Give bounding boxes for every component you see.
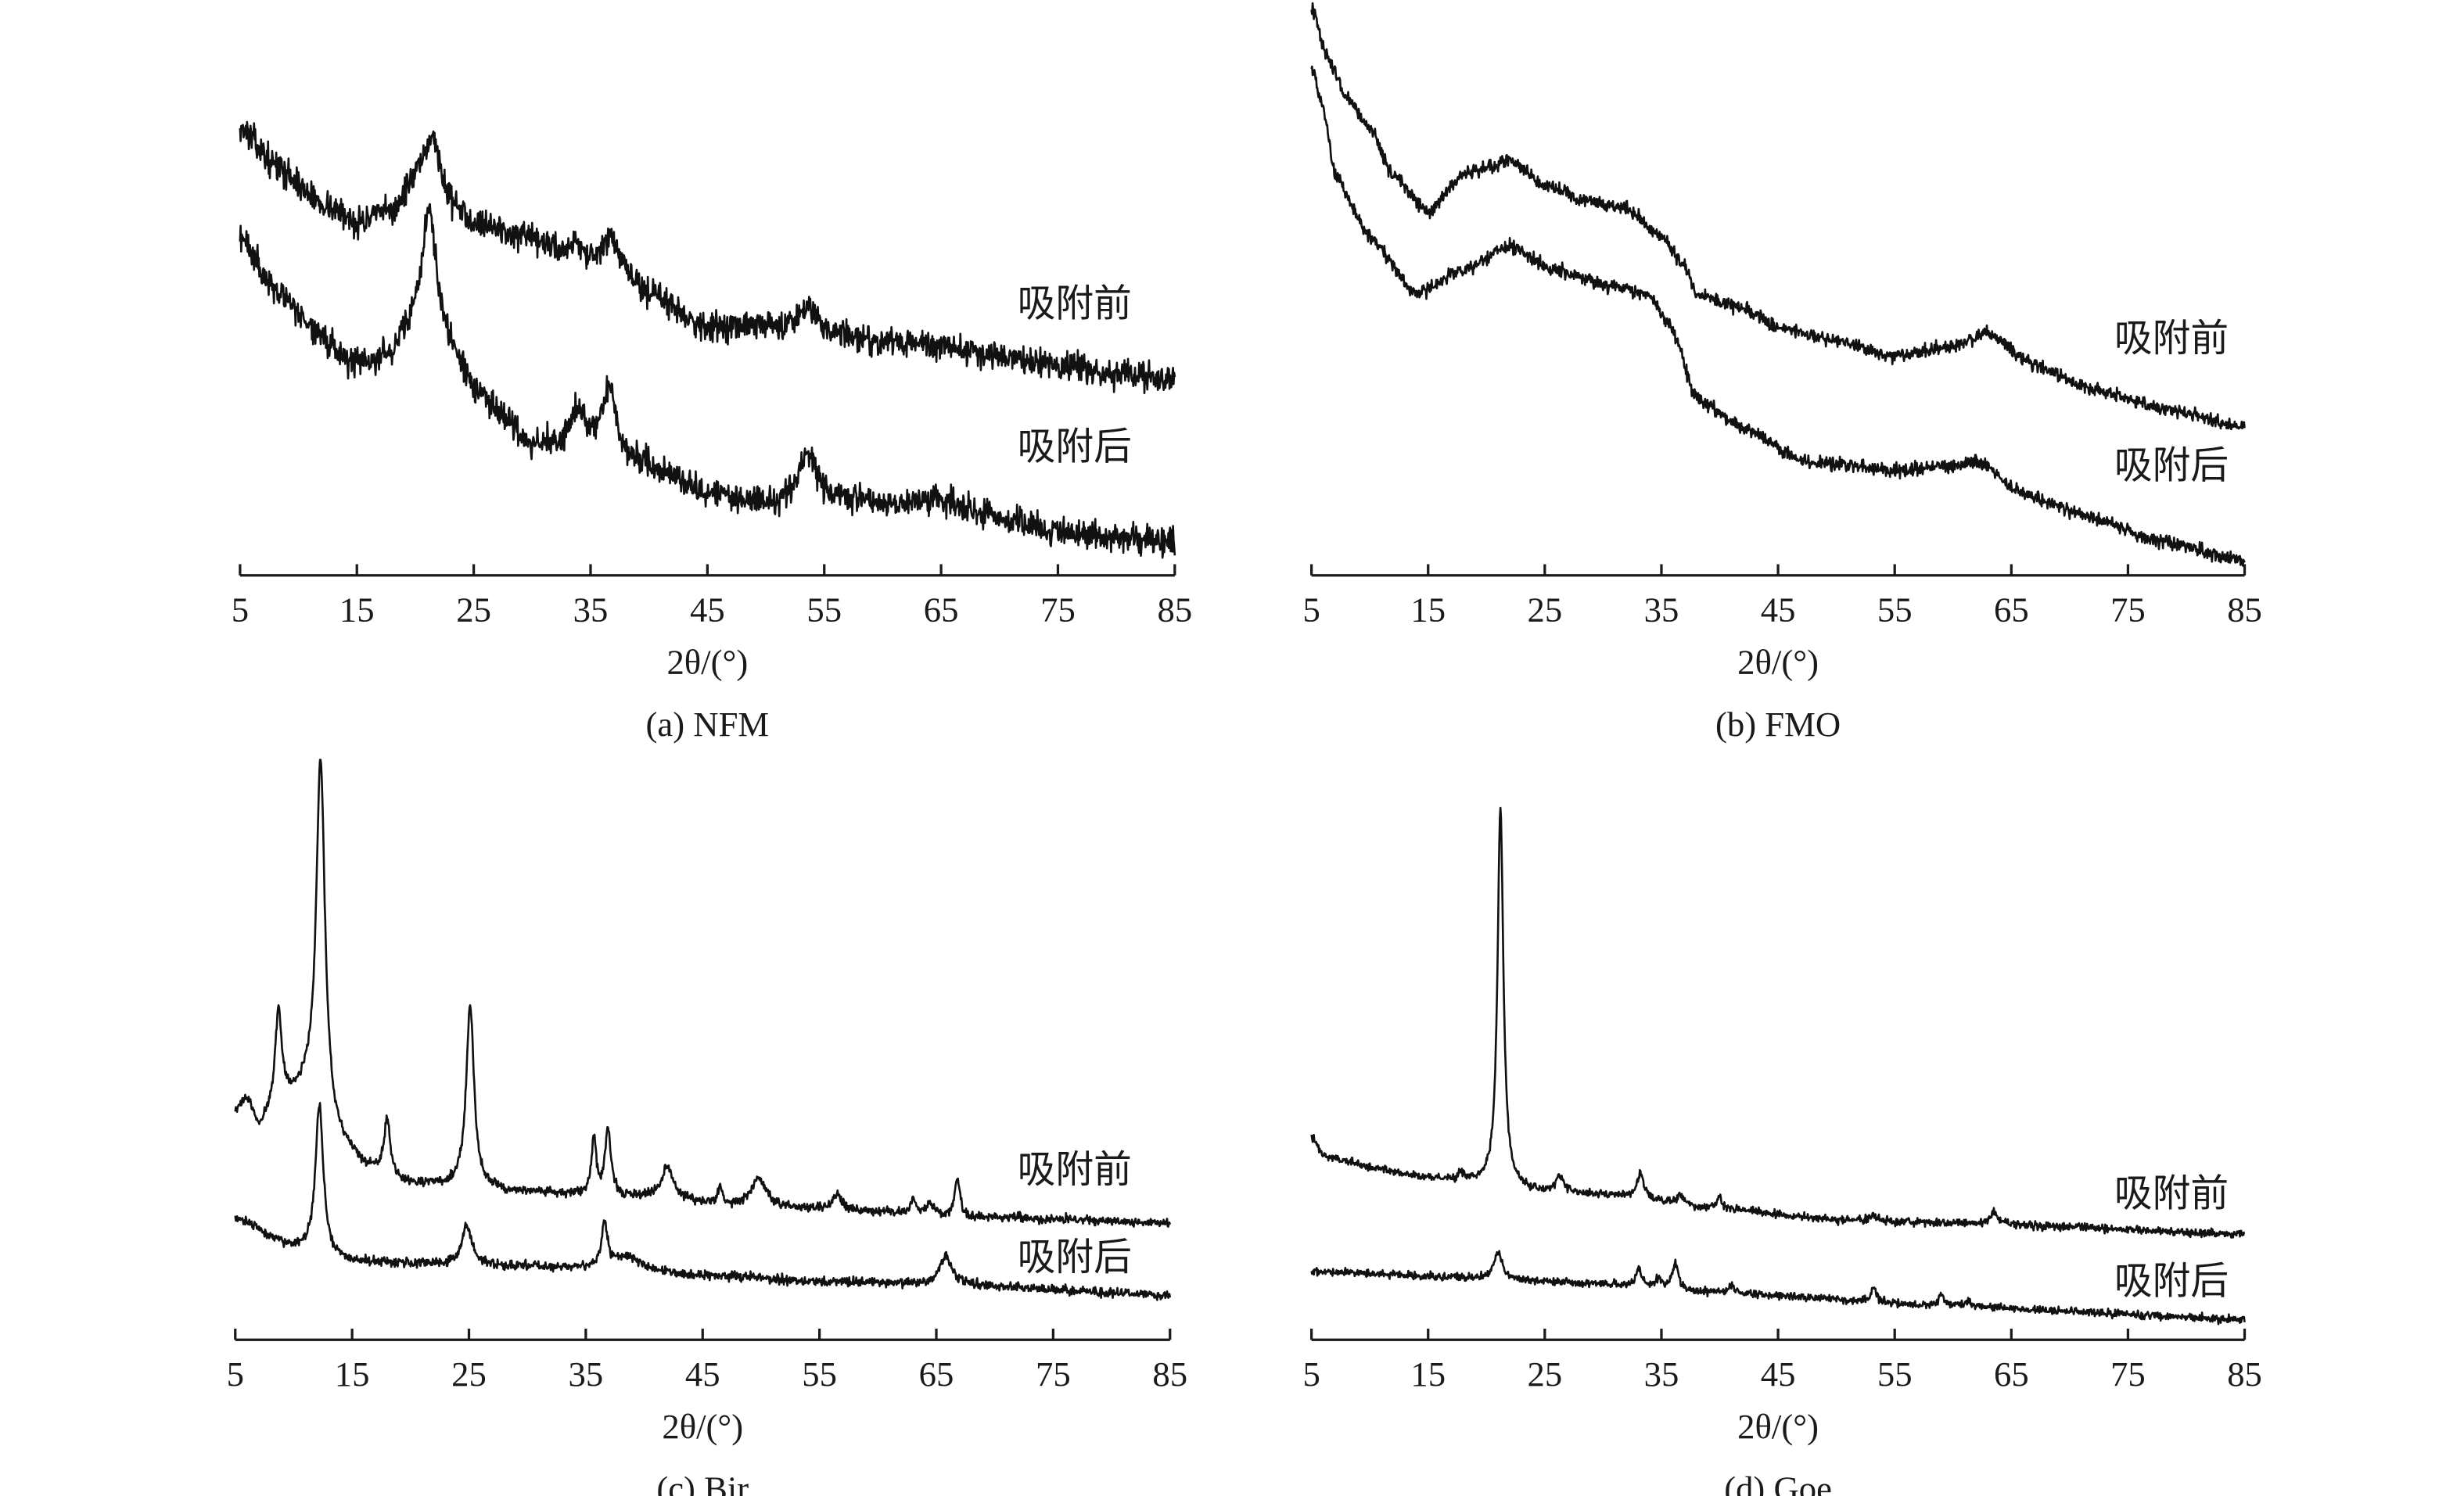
x-tick-label: 65: [924, 590, 959, 630]
panel-caption: (b) FMO: [1715, 705, 1841, 744]
x-tick-label: 15: [1410, 590, 1446, 630]
series-trace-before: [1310, 2, 2246, 431]
series-label-before: 吸附前: [1018, 1147, 1132, 1192]
x-tick-label: 65: [1994, 1354, 2029, 1394]
series-trace-before: [234, 759, 1172, 1228]
x-tick-label: 75: [2110, 590, 2146, 630]
series-trace-after: [1310, 1250, 2246, 1326]
x-axis-label: 2θ/(°): [1737, 643, 1819, 682]
series-label-after: 吸附后: [1018, 424, 1132, 468]
panel-caption: (d) Goe: [1724, 1469, 1832, 1496]
series-trace-before: [239, 120, 1176, 394]
x-tick-label: 65: [1994, 590, 2029, 630]
x-tick-label: 25: [456, 590, 491, 630]
x-tick-label: 85: [1152, 1354, 1187, 1394]
x-tick-label: 55: [1877, 1354, 1913, 1394]
series-label-before: 吸附前: [1018, 281, 1132, 325]
x-tick-label: 45: [685, 1354, 720, 1394]
x-tick-label: 5: [1302, 1354, 1320, 1394]
x-tick-label: 35: [1644, 590, 1679, 630]
series-label-after: 吸附后: [2114, 1258, 2229, 1303]
x-tick-label: 5: [1302, 590, 1320, 630]
series-trace-after: [234, 1102, 1172, 1301]
x-tick-label: 35: [569, 1354, 604, 1394]
x-tick-label: 55: [802, 1354, 837, 1394]
series-trace-after: [239, 203, 1176, 559]
x-tick-label: 25: [1528, 590, 1563, 630]
series-label-before: 吸附前: [2114, 1171, 2229, 1216]
x-tick-label: 85: [1157, 590, 1192, 630]
x-tick-label: 45: [690, 590, 725, 630]
x-tick-label: 45: [1761, 1354, 1796, 1394]
series-label-after: 吸附后: [1018, 1235, 1132, 1279]
x-tick-label: 35: [573, 590, 609, 630]
x-tick-label: 15: [1410, 1354, 1446, 1394]
x-tick-label: 75: [2110, 1354, 2146, 1394]
x-tick-label: 85: [2227, 1354, 2262, 1394]
x-tick-label: 55: [1877, 590, 1913, 630]
panel-caption: (c) Bir: [656, 1469, 749, 1496]
x-tick-label: 25: [451, 1354, 487, 1394]
x-tick-label: 35: [1644, 1354, 1679, 1394]
x-tick-label: 75: [1036, 1354, 1071, 1394]
x-tick-label: 25: [1528, 1354, 1563, 1394]
x-axis-label: 2θ/(°): [666, 643, 748, 682]
series-trace-before: [1310, 806, 2246, 1239]
x-tick-label: 85: [2227, 590, 2262, 630]
x-tick-label: 65: [919, 1354, 954, 1394]
panel-caption: (a) NFM: [646, 705, 770, 744]
x-tick-label: 15: [339, 590, 375, 630]
x-tick-label: 45: [1761, 590, 1796, 630]
series-trace-after: [1310, 65, 2246, 567]
x-tick-label: 5: [227, 1354, 244, 1394]
x-tick-label: 15: [335, 1354, 370, 1394]
x-axis-label: 2θ/(°): [1737, 1407, 1819, 1446]
x-axis-label: 2θ/(°): [662, 1407, 743, 1446]
x-tick-label: 5: [232, 590, 249, 630]
series-label-before: 吸附前: [2114, 316, 2229, 361]
x-tick-label: 55: [806, 590, 842, 630]
x-tick-label: 75: [1040, 590, 1076, 630]
series-label-after: 吸附后: [2114, 443, 2229, 488]
